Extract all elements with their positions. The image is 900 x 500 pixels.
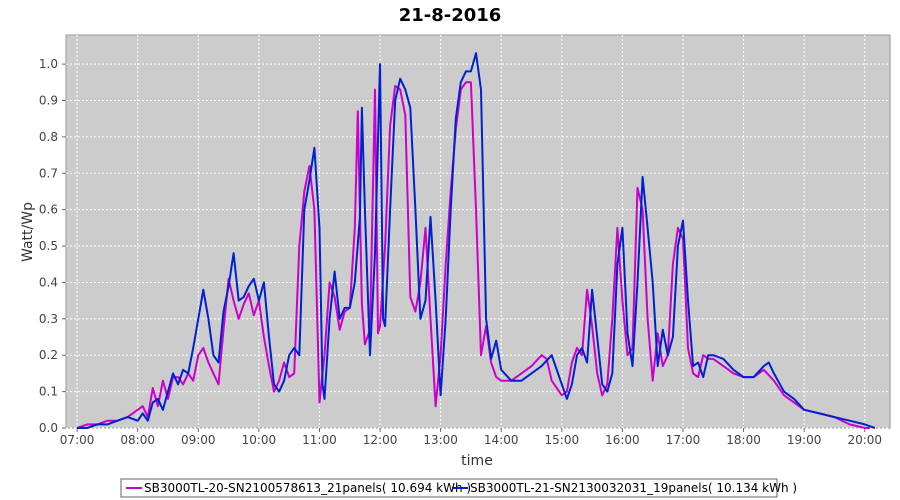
- gridlines: [66, 35, 890, 429]
- x-tick-label: 18:00: [726, 433, 761, 447]
- x-tick-label: 13:00: [423, 433, 458, 447]
- legend-label-1: SB3000TL-20-SN2100578613_21panels( 10.69…: [144, 481, 471, 495]
- legend-box: [120, 478, 778, 498]
- x-tick-label: 19:00: [787, 433, 822, 447]
- x-tick-label: 09:00: [181, 433, 216, 447]
- y-tick-label: 0.3: [39, 312, 58, 326]
- x-tick-label: 16:00: [605, 433, 640, 447]
- y-tick-label: 0.9: [39, 94, 58, 108]
- y-tick-label: 0.7: [39, 166, 58, 180]
- x-tick-label: 11:00: [302, 433, 337, 447]
- x-tick-label: 20:00: [847, 433, 882, 447]
- y-axis-ticks: 0.0 0.1 0.2 0.3 0.4 0.5 0.6 0.7 0.8 0.9 1.0: [39, 57, 66, 435]
- series-line-2: [77, 52, 876, 429]
- y-tick-label: 0.8: [39, 130, 58, 144]
- y-tick-label: 0.6: [39, 203, 58, 217]
- chart-title: 21-8-2016: [399, 5, 502, 26]
- x-tick-label: 15:00: [545, 433, 580, 447]
- x-axis-ticks: 07:00 08:00 09:00 10:00 11:00 12:00 13:00 14:00…: [60, 428, 882, 447]
- x-tick-label: 14:00: [484, 433, 519, 447]
- x-tick-label: 08:00: [120, 433, 155, 447]
- x-tick-label: 07:00: [60, 433, 95, 447]
- legend-label-2: SB3000TL-21-SN2130032031_19panels( 10.13…: [470, 481, 797, 495]
- y-tick-label: 0.4: [39, 275, 58, 289]
- legend: SB3000TL-20-SN2100578613_21panels( 10.69…: [126, 481, 797, 495]
- x-tick-label: 17:00: [666, 433, 701, 447]
- x-tick-label: 10:00: [242, 433, 277, 447]
- series-lines: [76, 52, 876, 429]
- y-tick-label: 0.0: [39, 421, 58, 435]
- y-tick-label: 0.2: [39, 348, 58, 362]
- x-axis-label: time: [461, 453, 493, 469]
- y-tick-label: 0.5: [39, 239, 58, 253]
- x-tick-label: 12:00: [363, 433, 398, 447]
- y-tick-label: 0.1: [39, 385, 58, 399]
- y-tick-label: 1.0: [39, 57, 58, 71]
- series-line-1: [76, 81, 870, 429]
- y-axis-label: Watt/Wp: [20, 202, 36, 262]
